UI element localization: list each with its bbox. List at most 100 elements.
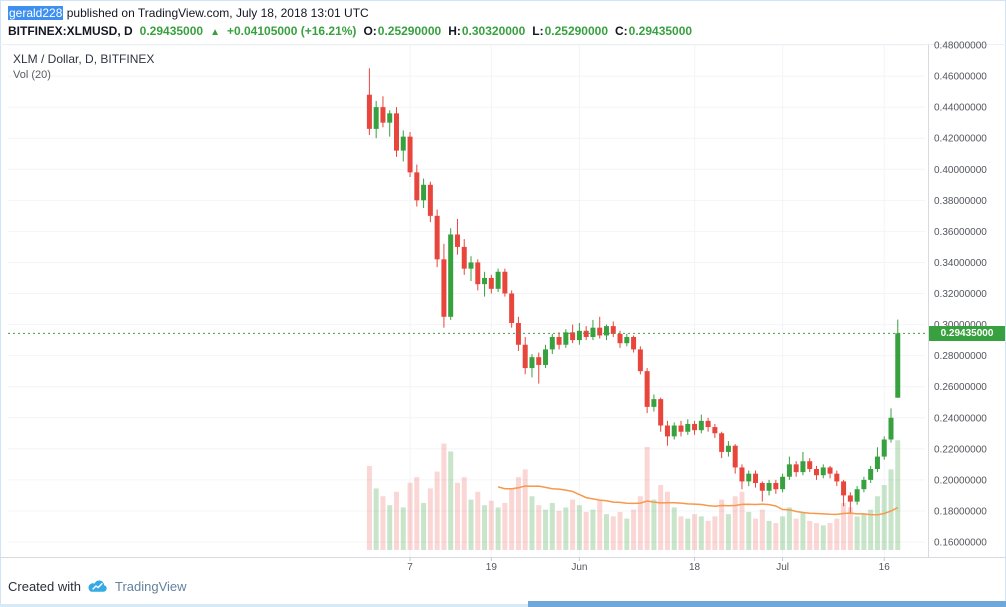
volume-bar xyxy=(576,505,582,550)
volume-bar xyxy=(841,502,847,550)
volume-bar xyxy=(786,507,792,550)
candle-body xyxy=(597,327,603,336)
volume-bar xyxy=(414,477,420,550)
candle-body xyxy=(637,349,643,372)
x-axis-label: Jul xyxy=(776,562,789,573)
y-axis-label: 0.32000000 xyxy=(934,289,987,300)
candle-body xyxy=(644,371,650,407)
candle-body xyxy=(827,467,833,474)
candle-body xyxy=(719,433,725,452)
volume-bar xyxy=(705,520,711,550)
candle-body xyxy=(509,293,515,324)
candle-body xyxy=(495,271,501,289)
low-value: 0.25290000 xyxy=(544,24,608,38)
candle-body xyxy=(468,262,474,269)
volume-bar xyxy=(529,496,535,550)
volume-bar xyxy=(570,499,576,550)
volume-bar xyxy=(739,491,745,550)
candle-body xyxy=(387,113,393,123)
last-price: 0.29435000 xyxy=(139,24,204,38)
volume-bar xyxy=(427,488,433,550)
candle-body xyxy=(427,184,433,216)
volume-bar xyxy=(820,525,826,550)
candle-body xyxy=(651,399,657,407)
candle-body xyxy=(847,495,853,502)
volume-bar xyxy=(732,496,738,550)
candle-body xyxy=(753,473,759,483)
volume-bar xyxy=(549,502,555,550)
candle-body xyxy=(759,482,765,491)
volume-bar xyxy=(624,518,630,550)
volume-bar xyxy=(509,488,515,550)
candle-body xyxy=(488,277,494,289)
close-label: C: xyxy=(615,24,628,38)
low-label: L: xyxy=(532,24,544,38)
volume-bar xyxy=(773,523,779,550)
publish-info: gerald228 published on TradingView.com, … xyxy=(8,6,369,20)
x-axis-label: 7 xyxy=(407,562,413,573)
open-label: O: xyxy=(363,24,377,38)
volume-bar xyxy=(583,511,589,550)
candle-body xyxy=(868,469,874,480)
y-axis-label: 0.30000000 xyxy=(934,320,987,331)
publish-text: published on TradingView.com, July 18, 2… xyxy=(63,6,369,20)
candle-body xyxy=(522,344,528,369)
candle-body xyxy=(746,473,752,482)
volume-bar xyxy=(543,509,549,550)
username-link[interactable]: gerald228 xyxy=(8,6,64,20)
candle-body xyxy=(583,330,589,337)
high-label: H: xyxy=(448,24,461,38)
candle-body xyxy=(739,467,745,482)
candle-body xyxy=(841,481,847,496)
candle-body xyxy=(888,417,894,440)
candle-body xyxy=(881,439,887,457)
volume-bar xyxy=(434,471,440,550)
open-value: 0.25290000 xyxy=(377,24,442,38)
candle-body xyxy=(529,357,535,369)
volume-bar xyxy=(759,509,765,550)
symbol-name: BITFINEX:XLMUSD, D xyxy=(8,24,133,38)
volume-bar xyxy=(502,502,508,550)
candle-body xyxy=(725,445,731,452)
volume-bar xyxy=(644,446,650,550)
y-axis-label: 0.22000000 xyxy=(934,444,987,455)
candle-body xyxy=(434,215,440,260)
tradingview-brand-link[interactable]: TradingView xyxy=(114,579,187,594)
volume-bar xyxy=(888,469,894,550)
candle-body xyxy=(658,399,664,426)
close-value: 0.29435000 xyxy=(628,24,693,38)
y-axis-label: 0.20000000 xyxy=(934,475,987,486)
y-axis-label: 0.48000000 xyxy=(934,41,987,52)
candle-body xyxy=(780,476,786,490)
y-axis-label: 0.28000000 xyxy=(934,351,987,362)
candle-body xyxy=(515,323,521,345)
volume-bar xyxy=(366,466,372,550)
x-axis-label: 19 xyxy=(486,562,498,573)
volume-bar xyxy=(475,491,481,550)
volume-bar xyxy=(780,516,786,550)
volume-bar xyxy=(678,516,684,550)
candle-body xyxy=(590,327,596,337)
volume-bar xyxy=(488,500,494,550)
volume-bar xyxy=(610,516,616,550)
footer: Created with TradingView xyxy=(8,579,187,594)
volume-bar xyxy=(698,516,704,550)
y-axis-label: 0.42000000 xyxy=(934,134,987,145)
volume-bar xyxy=(393,491,399,550)
volume-bar xyxy=(692,514,698,550)
volume-bar xyxy=(448,451,454,550)
candle-body xyxy=(380,107,386,123)
candle-body xyxy=(393,113,399,151)
candle-body xyxy=(502,271,508,294)
candle-body xyxy=(610,326,616,334)
candle-body xyxy=(543,349,549,365)
candle-body xyxy=(766,482,772,491)
volume-bar xyxy=(847,507,853,550)
volume-bar xyxy=(468,499,474,550)
volume-bar xyxy=(746,511,752,550)
y-axis-label: 0.26000000 xyxy=(934,382,987,393)
candle-body xyxy=(421,184,427,201)
candle-body xyxy=(576,330,582,341)
volume-bar xyxy=(719,499,725,550)
